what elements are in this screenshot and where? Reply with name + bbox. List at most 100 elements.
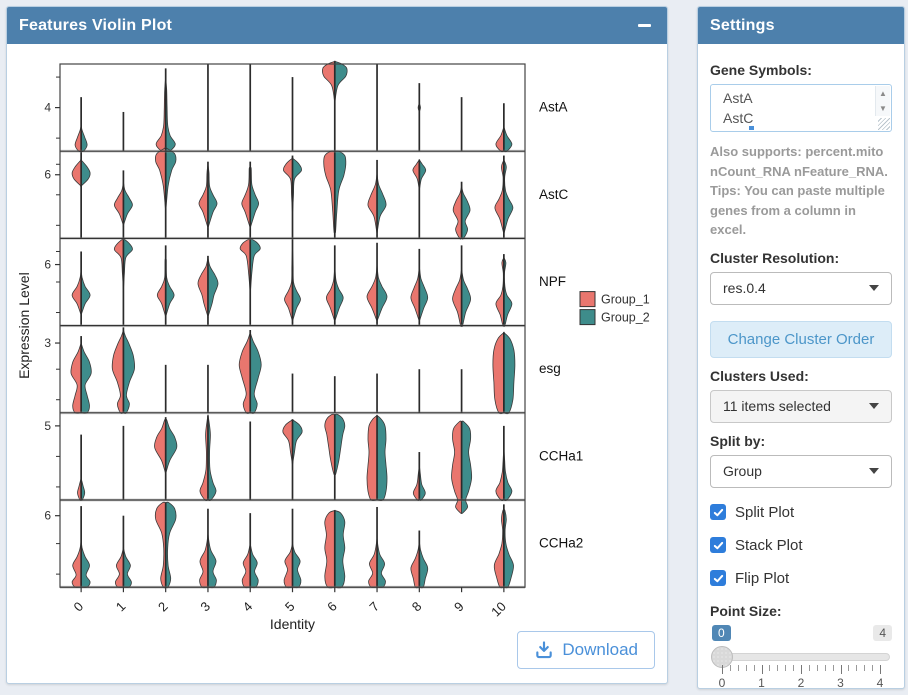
svg-text:NPF: NPF	[539, 274, 566, 289]
slider-tick	[808, 664, 810, 671]
slider-tick-label: 3	[837, 675, 844, 690]
flip-plot-checkbox-row[interactable]: Flip Plot	[710, 570, 892, 587]
download-icon	[536, 641, 553, 659]
svg-text:4: 4	[44, 101, 51, 115]
svg-text:10: 10	[488, 599, 509, 620]
slider-tick	[729, 664, 731, 671]
svg-text:3: 3	[44, 336, 51, 350]
svg-text:AstA: AstA	[539, 100, 568, 115]
split-by-value: Group	[723, 463, 762, 479]
stack-plot-checkbox-row[interactable]: Stack Plot	[710, 537, 892, 554]
cluster-resolution-select[interactable]: res.0.4	[710, 271, 892, 305]
svg-text:4: 4	[240, 599, 256, 615]
scroll-up-icon[interactable]: ▲	[875, 86, 890, 101]
split-plot-label: Split Plot	[735, 503, 795, 521]
slider-tick	[769, 664, 771, 671]
download-button[interactable]: Download	[517, 631, 655, 669]
settings-panel: Settings Gene Symbols: AstA AstC ▲ ▼ Als…	[697, 6, 905, 690]
slider-tick-label: 0	[718, 675, 726, 690]
violin-plot: 4 AstA 6 AstC 6 NPF 3 esg 5 CCHa1 6 CCHa2 0 1 2 3 4 5 6 7 8 9…	[15, 59, 663, 642]
clusters-used-label: Clusters Used:	[710, 367, 809, 384]
slider-value-badge: 0	[712, 624, 731, 641]
chevron-down-icon	[869, 285, 879, 291]
slider-tick	[848, 664, 850, 671]
svg-text:2: 2	[155, 599, 171, 615]
textarea-resize-handle[interactable]	[878, 118, 890, 130]
gene-symbols-input[interactable]: AstA AstC	[711, 85, 891, 131]
svg-text:5: 5	[282, 599, 298, 615]
svg-text:5: 5	[44, 419, 51, 433]
slider-tick	[722, 664, 723, 674]
collapse-button[interactable]	[633, 15, 655, 37]
clusters-used-value: 11 items selected	[723, 398, 831, 414]
slider-tick	[737, 664, 739, 671]
slider-tick	[745, 664, 747, 671]
cluster-resolution-label: Cluster Resolution:	[710, 249, 840, 266]
gene-symbols-label: Gene Symbols:	[710, 62, 812, 78]
point-size-label: Point Size:	[710, 602, 782, 619]
svg-text:3: 3	[197, 599, 213, 615]
slider-tick	[880, 664, 881, 674]
cluster-resolution-value: res.0.4	[723, 280, 766, 296]
slider-tick-label: 4	[876, 675, 884, 690]
svg-text:7: 7	[366, 599, 382, 615]
svg-text:Group_2: Group_2	[601, 311, 650, 325]
svg-text:1: 1	[113, 599, 129, 615]
chevron-down-icon	[869, 468, 879, 474]
slider-tick	[761, 664, 763, 674]
checkbox-checked-icon[interactable]	[710, 570, 726, 586]
svg-text:8: 8	[409, 599, 425, 615]
svg-text:6: 6	[44, 509, 51, 523]
svg-text:6: 6	[44, 258, 51, 272]
svg-text:Identity: Identity	[270, 616, 315, 632]
svg-text:6: 6	[44, 168, 51, 182]
slider-grid: 0 1 2 3 4	[718, 664, 883, 691]
checkbox-checked-icon[interactable]	[710, 537, 726, 553]
textarea-scrollbar[interactable]: ▲ ▼	[875, 86, 890, 116]
split-by-label: Split by:	[710, 432, 766, 449]
slider-tick-label: 1	[758, 675, 765, 690]
settings-panel-header: Settings	[698, 7, 904, 44]
download-label: Download	[562, 640, 638, 659]
gene-symbols-field: AstA AstC ▲ ▼	[710, 84, 892, 132]
text-cursor	[749, 126, 754, 130]
svg-text:0: 0	[71, 599, 87, 615]
slider-tick	[753, 664, 755, 671]
split-by-select[interactable]: Group	[710, 454, 892, 488]
point-size-slider-track[interactable]	[711, 645, 890, 668]
svg-text:Group_1: Group_1	[601, 293, 650, 307]
slider-tick	[816, 664, 818, 671]
violin-plot-svg: 4 AstA 6 AstC 6 NPF 3 esg 5 CCHa1 6 CCHa2 0 1 2 3 4 5 6 7 8 9…	[16, 60, 650, 632]
svg-text:CCHa2: CCHa2	[539, 536, 583, 551]
svg-text:CCHa1: CCHa1	[539, 448, 583, 463]
slider-tick	[872, 664, 874, 671]
svg-text:AstC: AstC	[539, 187, 569, 202]
svg-text:6: 6	[324, 599, 340, 615]
slider-tick-label: 2	[797, 675, 805, 690]
split-plot-checkbox-row[interactable]: Split Plot	[710, 504, 892, 521]
slider-tick	[777, 664, 779, 671]
scroll-down-icon[interactable]: ▼	[875, 101, 890, 116]
flip-plot-label: Flip Plot	[735, 569, 790, 587]
plot-panel-title: Features Violin Plot	[19, 16, 173, 34]
stack-plot-label: Stack Plot	[735, 536, 803, 554]
gene-symbols-help-text: Also supports: percent.mito nCount_RNA n…	[710, 144, 888, 237]
slider-tick	[856, 664, 858, 671]
svg-text:9: 9	[451, 599, 467, 615]
svg-text:esg: esg	[539, 361, 561, 376]
plot-panel-header: Features Violin Plot	[7, 7, 667, 44]
point-size-slider-handle[interactable]	[711, 645, 733, 668]
minus-icon	[637, 24, 651, 27]
point-size-slider[interactable]: 0 4 0 1 2 3 4	[710, 624, 892, 695]
slider-tick	[832, 664, 834, 671]
slider-tick	[785, 664, 787, 671]
checkbox-checked-icon[interactable]	[710, 504, 726, 520]
slider-tick	[824, 664, 826, 671]
change-cluster-order-button[interactable]: Change Cluster Order	[710, 320, 892, 358]
slider-tick	[793, 664, 795, 671]
settings-panel-title: Settings	[710, 16, 775, 34]
slider-tick	[840, 664, 842, 674]
clusters-used-select[interactable]: 11 items selected	[710, 389, 892, 423]
slider-max-badge: 4	[873, 624, 892, 641]
chevron-down-icon	[869, 403, 879, 409]
